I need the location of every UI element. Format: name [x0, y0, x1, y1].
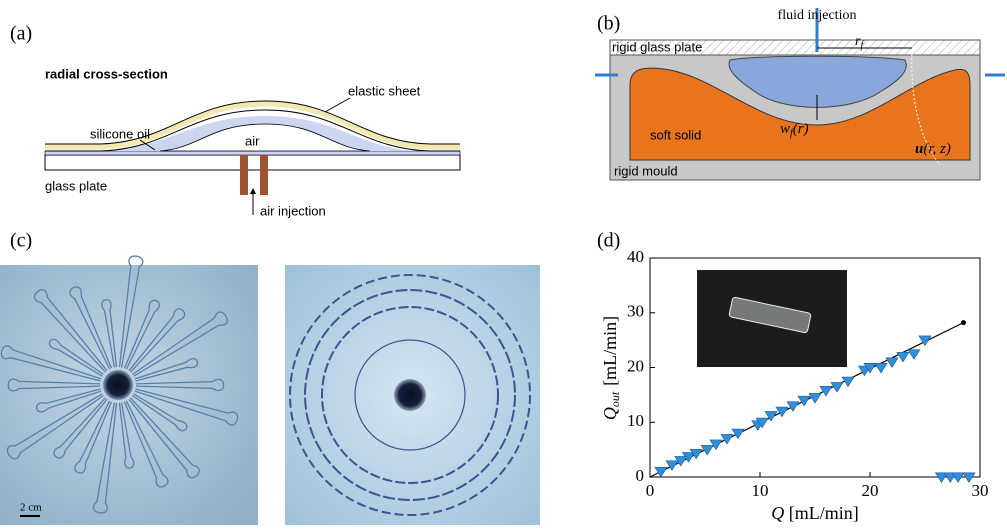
injection-spot: [103, 370, 133, 400]
figure: (a) radial cross-section elastic sheet s…: [0, 0, 1007, 532]
label: air: [245, 133, 260, 148]
data-point: [701, 445, 713, 455]
label: rigid mould: [614, 163, 678, 178]
label: rf: [855, 34, 864, 51]
data-point: [787, 402, 799, 412]
data-point: [886, 358, 898, 368]
unit: [mL/min]: [789, 503, 859, 523]
y-tick-label: 30: [627, 302, 644, 321]
label: glass plate: [45, 178, 107, 193]
glass-plate: [45, 155, 460, 170]
leader: [325, 98, 350, 112]
y-axis-label: Qout [mL/min]: [600, 316, 622, 420]
arrow-head: [250, 188, 256, 194]
panel-b: (b) fluid injection rf rigid glass plate…: [595, 8, 1005, 180]
data-point: [897, 352, 909, 362]
data-point: [655, 467, 667, 477]
x-tick-label: 0: [646, 481, 655, 500]
oil-layer: [45, 151, 460, 155]
panel-label: (d): [597, 230, 620, 252]
page: { "panels": { "a": {"label": "(a)", "tit…: [0, 0, 1007, 532]
argument: (r, z): [923, 141, 951, 157]
label: fluid injection: [778, 8, 857, 23]
symbol: Q: [600, 407, 620, 420]
argument: (r): [793, 121, 809, 137]
data-point: [908, 350, 920, 360]
label: wf(r): [780, 121, 809, 139]
x-axis-label: Q [mL/min]: [771, 503, 859, 523]
data-point: [798, 396, 810, 406]
x-tick-label: 10: [752, 481, 769, 500]
symbol: u: [915, 141, 923, 157]
data-point: [732, 429, 744, 439]
fit-end: [961, 320, 966, 325]
panel-label: (b): [597, 13, 620, 35]
panel-label: (c): [10, 230, 32, 252]
subscript: out: [608, 391, 622, 407]
tube: [240, 155, 248, 195]
y-tick-label: 0: [636, 466, 645, 485]
panel-label: (a): [10, 23, 32, 45]
y-tick-label: 40: [627, 247, 644, 266]
data-point: [721, 434, 733, 444]
diagram-title: radial cross-section: [45, 66, 168, 81]
data-point: [952, 473, 964, 483]
label: elastic sheet: [348, 83, 421, 98]
label: soft solid: [650, 127, 701, 142]
x-tick-label: 30: [972, 481, 989, 500]
y-tick-label: 20: [627, 356, 644, 375]
tube: [260, 155, 268, 195]
label: rigid glass plate: [612, 39, 702, 54]
symbol: w: [780, 121, 790, 137]
scale-label: 2 cm: [20, 502, 42, 514]
label: u(r, z): [915, 141, 951, 157]
panel-c: (c) 2 cm: [0, 230, 540, 525]
injection-spot: [394, 379, 426, 411]
data-point: [666, 461, 678, 471]
label: air injection: [260, 203, 326, 218]
data-point: [820, 386, 832, 396]
label: silicone oil: [90, 126, 150, 141]
data-point: [875, 363, 887, 373]
x-tick-label: 20: [862, 481, 879, 500]
unit: [mL/min]: [600, 316, 620, 386]
panel-a: (a) radial cross-section elastic sheet s…: [10, 23, 460, 219]
y-tick-label: 10: [627, 411, 644, 430]
data-point: [776, 407, 788, 417]
panel-d: (d) Q [mL/min] Qout [mL/min] 0 10 20 30 40 0 10…: [597, 230, 989, 524]
symbol: Q: [771, 503, 784, 523]
